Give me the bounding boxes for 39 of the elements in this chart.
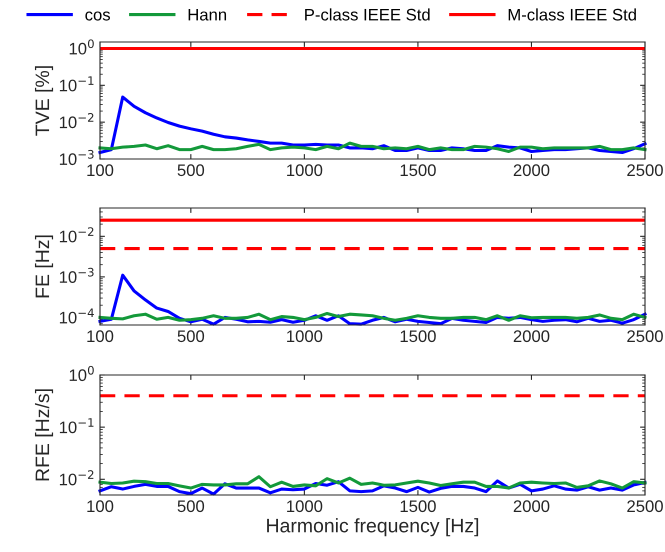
x-tick-label: 2500	[627, 330, 663, 342]
line-series	[98, 142, 647, 154]
x-tick-label: 1000	[287, 330, 322, 342]
y-tick-label: 10$^{0}$	[70, 366, 94, 382]
line-series	[98, 312, 647, 322]
x-tick-label: 500	[178, 330, 204, 342]
x-tick-label: 100	[87, 330, 114, 342]
legend-label: cos	[85, 11, 110, 21]
legend-label: M-class IEEE Std	[508, 8, 636, 21]
x-tick-label: 100	[87, 500, 114, 512]
x-tick-label: 1500	[400, 500, 436, 512]
legend-label: P-class IEEE Std	[305, 8, 430, 21]
x-tick-label: 1000	[287, 164, 322, 176]
y-axis-title: TVE [%]	[34, 66, 54, 136]
x-tick-label: 2500	[627, 164, 663, 176]
legend-label: Hann	[188, 8, 226, 21]
x-tick-label: 1500	[400, 330, 436, 342]
x-tick-label: 2000	[514, 330, 550, 342]
y-tick-label: 10$^{−4}$	[60, 308, 94, 324]
x-tick-label: 500	[178, 164, 204, 176]
x-tick-label: 1000	[287, 500, 322, 512]
y-tick-label: 10$^{−3}$	[60, 268, 94, 283]
x-axis-title: Harmonic frequency [Hz]	[267, 518, 478, 536]
y-tick-label: 10$^{−2}$	[60, 227, 94, 242]
x-tick-label: 1500	[400, 164, 436, 176]
y-tick-label: 10$^{−1}$	[60, 76, 94, 92]
x-tick-label: 100	[87, 164, 114, 176]
x-tick-label: 2000	[514, 164, 550, 176]
y-tick-label: 10$^{−2}$	[60, 470, 94, 486]
y-tick-label: 10$^{−3}$	[60, 150, 94, 166]
y-axis-title: FE [Hz]	[34, 235, 54, 298]
y-tick-label: 10$^{−1}$	[60, 418, 94, 434]
y-tick-label: 10$^{−2}$	[60, 113, 94, 128]
x-tick-label: 2500	[627, 500, 663, 512]
y-tick-label: 10$^{0}$	[70, 39, 94, 55]
x-tick-label: 2000	[514, 500, 550, 512]
x-tick-label: 500	[178, 500, 204, 512]
line-series	[98, 475, 647, 490]
y-axis-title: RFE [Hz/s]	[34, 389, 54, 480]
